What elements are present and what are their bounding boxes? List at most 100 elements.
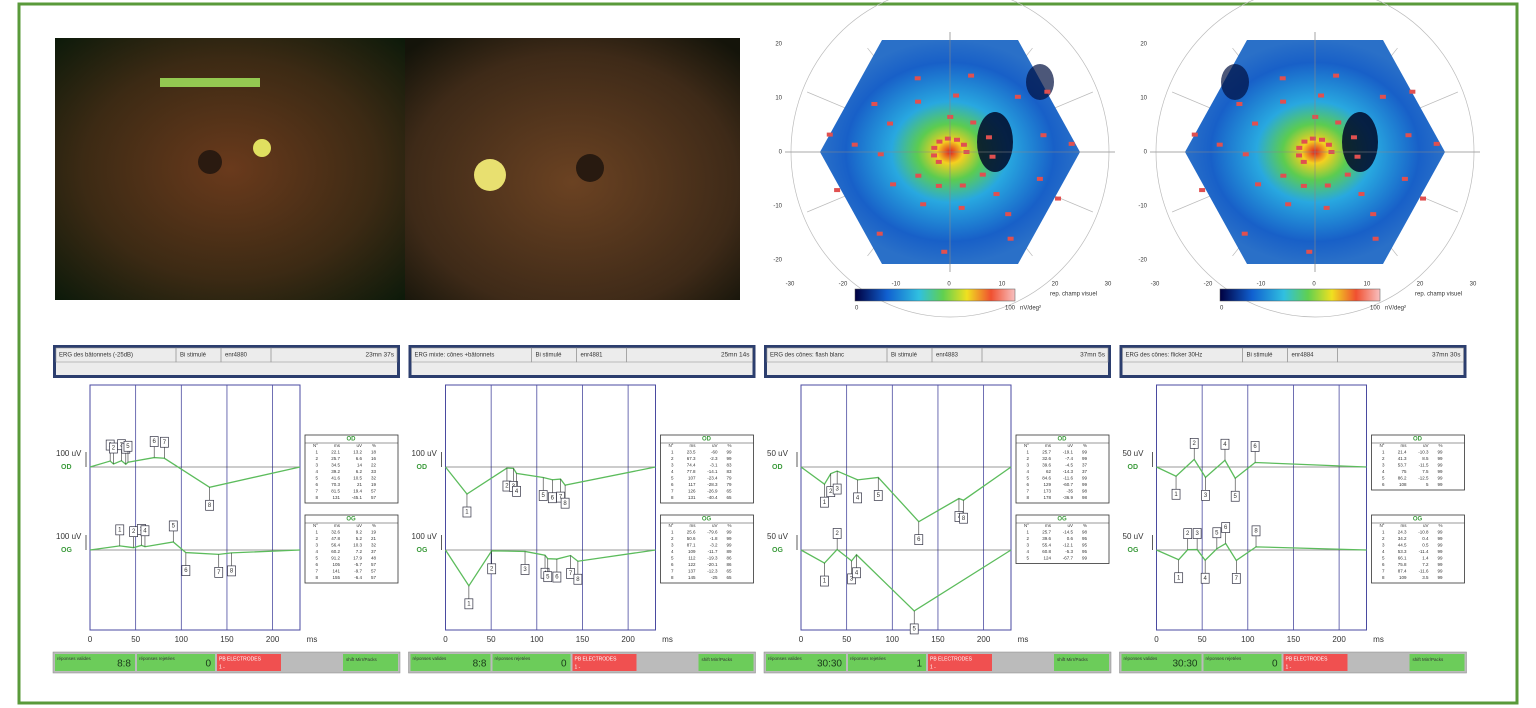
valid-box — [766, 654, 846, 671]
label: 95 — [1082, 536, 1088, 541]
button[interactable] — [698, 654, 754, 671]
label: 3 — [671, 463, 674, 468]
label: 5 — [877, 493, 881, 499]
point — [1323, 205, 1330, 210]
label: 0 — [1144, 150, 1148, 156]
button[interactable] — [1054, 654, 1109, 671]
label: -26.9 — [707, 489, 718, 494]
point — [1252, 121, 1259, 126]
label: 5 — [671, 476, 674, 481]
label: réponses valides — [413, 656, 448, 661]
marker-box — [1174, 572, 1184, 584]
point — [944, 136, 951, 141]
header-inner — [767, 348, 1108, 375]
point — [941, 249, 948, 254]
label: shift Mirr/Packs — [1413, 657, 1445, 662]
point — [1216, 142, 1223, 147]
label: 41.6 — [331, 476, 340, 481]
marker-box — [914, 534, 924, 545]
label: -40.4 — [707, 495, 718, 500]
point — [1370, 212, 1377, 217]
marker-box — [832, 528, 842, 539]
label: 4 — [1223, 442, 1227, 448]
label: 100 uV — [412, 449, 438, 458]
label: N° — [313, 523, 318, 528]
label: 200 — [1332, 635, 1346, 644]
trace — [1156, 458, 1367, 480]
marker-box — [123, 440, 133, 452]
dark-zone — [977, 112, 1013, 172]
point — [1306, 249, 1313, 254]
label: 3 — [1382, 543, 1385, 548]
label: 32 — [371, 543, 377, 548]
point — [985, 135, 992, 140]
label: -79.6 — [707, 530, 718, 535]
label: 0 — [88, 635, 93, 644]
label: -11.6 — [1419, 569, 1429, 574]
label: N° — [1024, 523, 1029, 528]
label: 0 — [779, 150, 783, 156]
label: 79 — [726, 476, 732, 481]
label: OD — [347, 437, 357, 443]
label: 5 — [172, 524, 176, 530]
label: 75 — [1401, 469, 1407, 474]
label: réponses rejetées — [495, 656, 532, 661]
label: -10 — [1138, 204, 1147, 210]
label: 89 — [726, 549, 732, 554]
label: 50 uV — [767, 449, 789, 458]
label: 99 — [1437, 575, 1443, 580]
label: 6.2 — [356, 469, 363, 474]
label: 100 — [530, 635, 544, 644]
label: 200 — [621, 635, 635, 644]
label: uV — [1067, 443, 1073, 448]
label: 100 — [1241, 635, 1255, 644]
label: OG — [61, 547, 72, 554]
label: 8 — [315, 495, 318, 500]
label: 150 — [1287, 635, 1301, 644]
label: ms — [1401, 443, 1408, 448]
point — [1242, 152, 1249, 157]
point — [826, 132, 833, 137]
button[interactable] — [1409, 654, 1465, 671]
marker-box — [832, 483, 842, 495]
label: 100 — [886, 635, 900, 644]
label: 6 — [671, 482, 674, 487]
label: 1.4 — [1422, 556, 1429, 561]
label: 7 — [1382, 569, 1385, 574]
label: 25.7 — [1042, 530, 1051, 535]
point — [887, 121, 894, 126]
point — [1036, 176, 1043, 181]
point — [1280, 99, 1287, 104]
label: 112 — [688, 556, 696, 561]
label: -14.3 — [1063, 469, 1074, 474]
label: -12.3 — [707, 569, 718, 574]
label: 2 — [829, 489, 833, 495]
label: 99 — [1437, 450, 1443, 455]
point — [979, 172, 986, 177]
label: 1 — [823, 579, 827, 585]
label: nV/deg² — [1385, 306, 1406, 312]
label: uV — [1423, 523, 1429, 528]
macula — [576, 154, 604, 182]
marker-box — [205, 499, 214, 511]
label: -7.4 — [1065, 456, 1073, 461]
marker-box — [560, 497, 570, 509]
label: 1 - — [1286, 664, 1292, 670]
label: 0 — [561, 659, 567, 670]
label: 60.2 — [331, 549, 340, 554]
label: Bi stimulé — [536, 353, 563, 359]
label: 50 — [487, 635, 496, 644]
marker-box — [115, 524, 125, 536]
label: ms — [334, 523, 341, 528]
label: 20 — [1140, 42, 1147, 48]
label: 8 — [208, 503, 212, 509]
label: réponses valides — [768, 656, 803, 661]
label: % — [372, 443, 376, 448]
label: -36.9 — [1063, 495, 1074, 500]
rejected-box — [137, 654, 215, 671]
button[interactable] — [343, 654, 398, 671]
point — [1255, 182, 1262, 187]
label: 0 — [1154, 635, 1159, 644]
label: 99 — [1437, 569, 1443, 574]
label: 2 — [671, 456, 674, 461]
